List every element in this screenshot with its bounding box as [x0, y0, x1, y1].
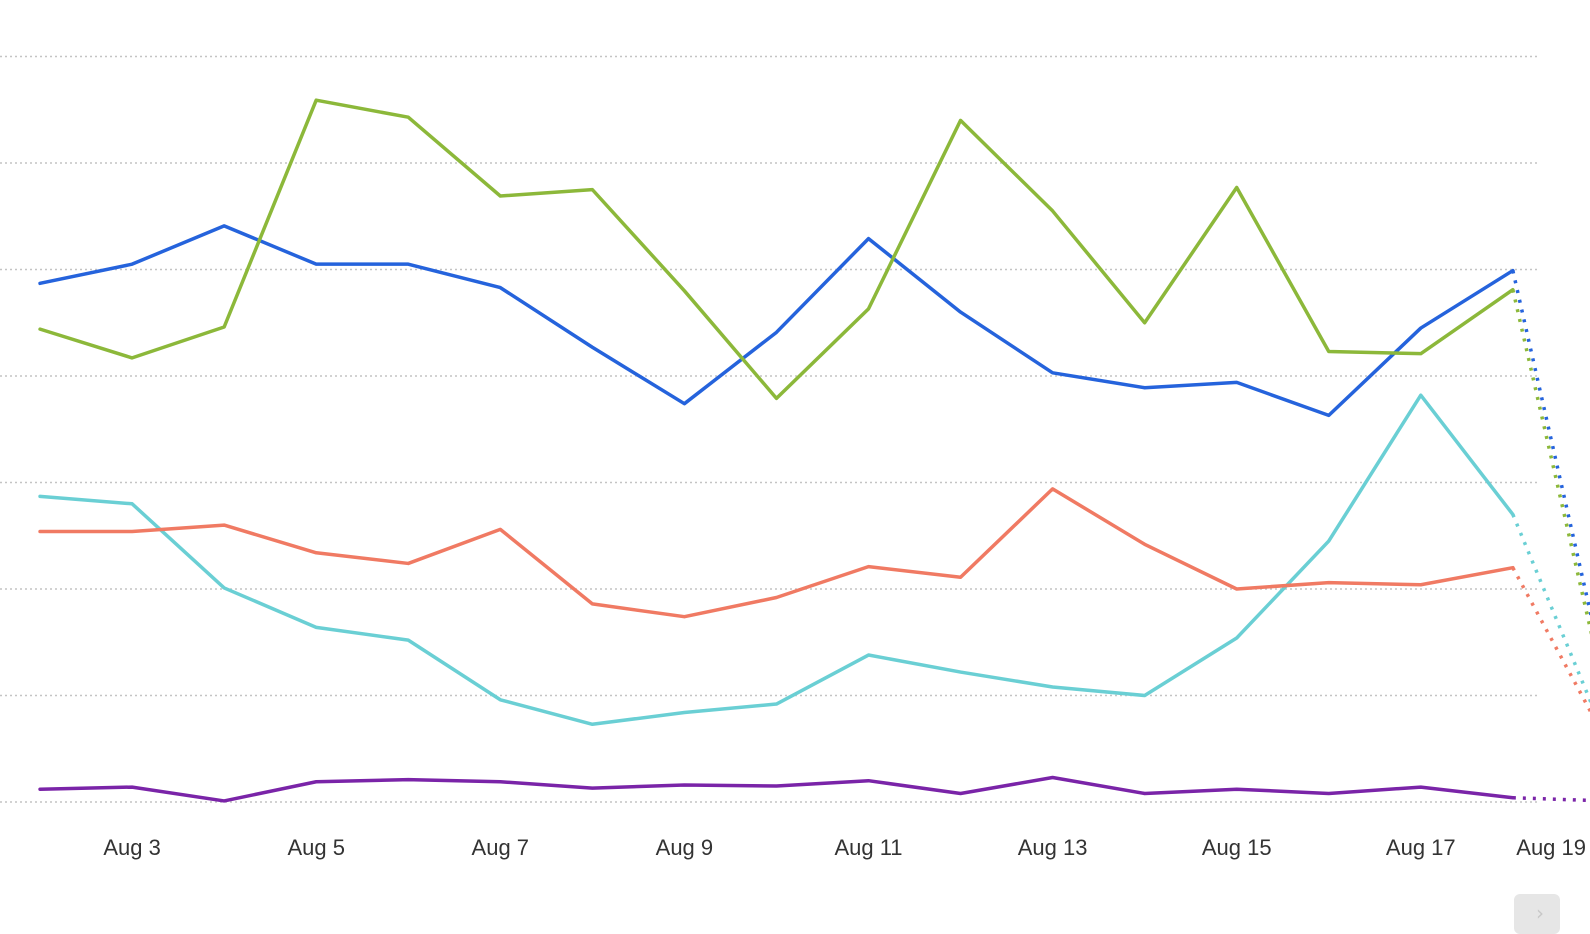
series-line-4 — [38, 487, 1515, 619]
x-tick-label: Aug 3 — [103, 835, 161, 860]
scroll-right-button[interactable]: › — [1514, 894, 1560, 934]
x-tick-label: Aug 9 — [656, 835, 714, 860]
x-tick-label: Aug 13 — [1018, 835, 1088, 860]
series-line-2-incomplete — [1511, 289, 1590, 635]
series-line-3-incomplete — [1511, 513, 1590, 705]
x-axis: Aug 3 Aug 5 Aug 7 Aug 9 Aug 11 Aug 13 Aug 15 Au… — [103, 835, 1586, 860]
series-line-2 — [38, 98, 1515, 401]
x-tick-label: Aug 5 — [287, 835, 345, 860]
x-tick-label: Aug 7 — [472, 835, 530, 860]
series-line-5 — [38, 775, 1515, 803]
x-tick-label: Aug 11 — [834, 835, 902, 860]
gridlines — [0, 55, 1540, 803]
series-line-4-incomplete — [1511, 566, 1590, 715]
x-tick-label: Aug 15 — [1202, 835, 1272, 860]
x-tick-label: Aug 17 — [1386, 835, 1456, 860]
series-lines — [38, 98, 1590, 803]
series-line-1 — [38, 224, 1515, 418]
series-line-5-incomplete — [1512, 795, 1590, 803]
series-line-3 — [38, 393, 1515, 727]
series-line-1-incomplete — [1511, 270, 1590, 619]
x-tick-label: Aug 19 — [1516, 835, 1586, 860]
